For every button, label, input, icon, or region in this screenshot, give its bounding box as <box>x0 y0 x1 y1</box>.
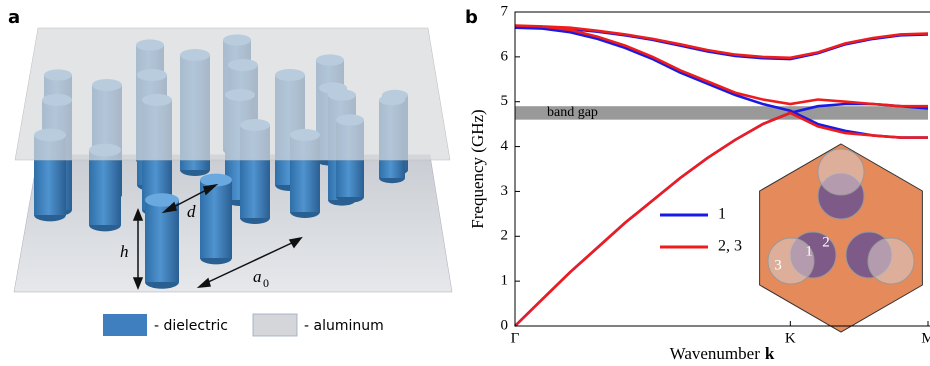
panel-label: b <box>465 7 478 28</box>
x-axis-label-text: Wavenumber <box>670 344 761 363</box>
y-tick-label: 1 <box>501 273 509 289</box>
legend-swatch <box>103 314 147 336</box>
dim-label: d <box>187 202 196 221</box>
x-axis-label-symbol: k <box>765 344 775 363</box>
y-tick-label: 0 <box>501 317 509 333</box>
legend-label: - dielectric <box>154 318 228 334</box>
inset-label: 2 <box>822 234 830 250</box>
y-axis-label: Frequency (GHz) <box>468 109 487 228</box>
band-gap-label: band gap <box>547 105 598 120</box>
dim-label-sub: 0 <box>263 276 269 290</box>
x-tick-label: M <box>921 330 930 346</box>
legend-label: 2, 3 <box>718 238 742 255</box>
x-tick-label: K <box>785 330 796 346</box>
cylinder-body <box>145 200 179 282</box>
dim-label: h <box>120 242 129 261</box>
dim-label: a <box>253 267 262 286</box>
legend-label: - aluminum <box>304 318 384 334</box>
inset-label: 3 <box>774 257 782 273</box>
inset-label: 1 <box>805 243 813 259</box>
inset-particle <box>818 149 864 195</box>
figure: a d h a 0 - dielectric - aluminum b band… <box>0 0 930 366</box>
top-plate <box>15 28 450 160</box>
inset-particle <box>868 238 914 284</box>
y-tick-label: 6 <box>501 48 509 64</box>
y-tick-label: 2 <box>501 228 509 244</box>
legend-swatch <box>253 314 297 336</box>
y-tick-label: 3 <box>501 183 509 199</box>
legend-label: 1 <box>718 206 726 223</box>
y-tick-label: 5 <box>501 93 509 109</box>
cylinder-body <box>89 150 121 225</box>
panel-label: a <box>8 7 20 28</box>
y-tick-label: 7 <box>501 3 509 19</box>
y-tick-label: 4 <box>501 138 509 154</box>
x-tick-label: Γ <box>511 330 520 346</box>
